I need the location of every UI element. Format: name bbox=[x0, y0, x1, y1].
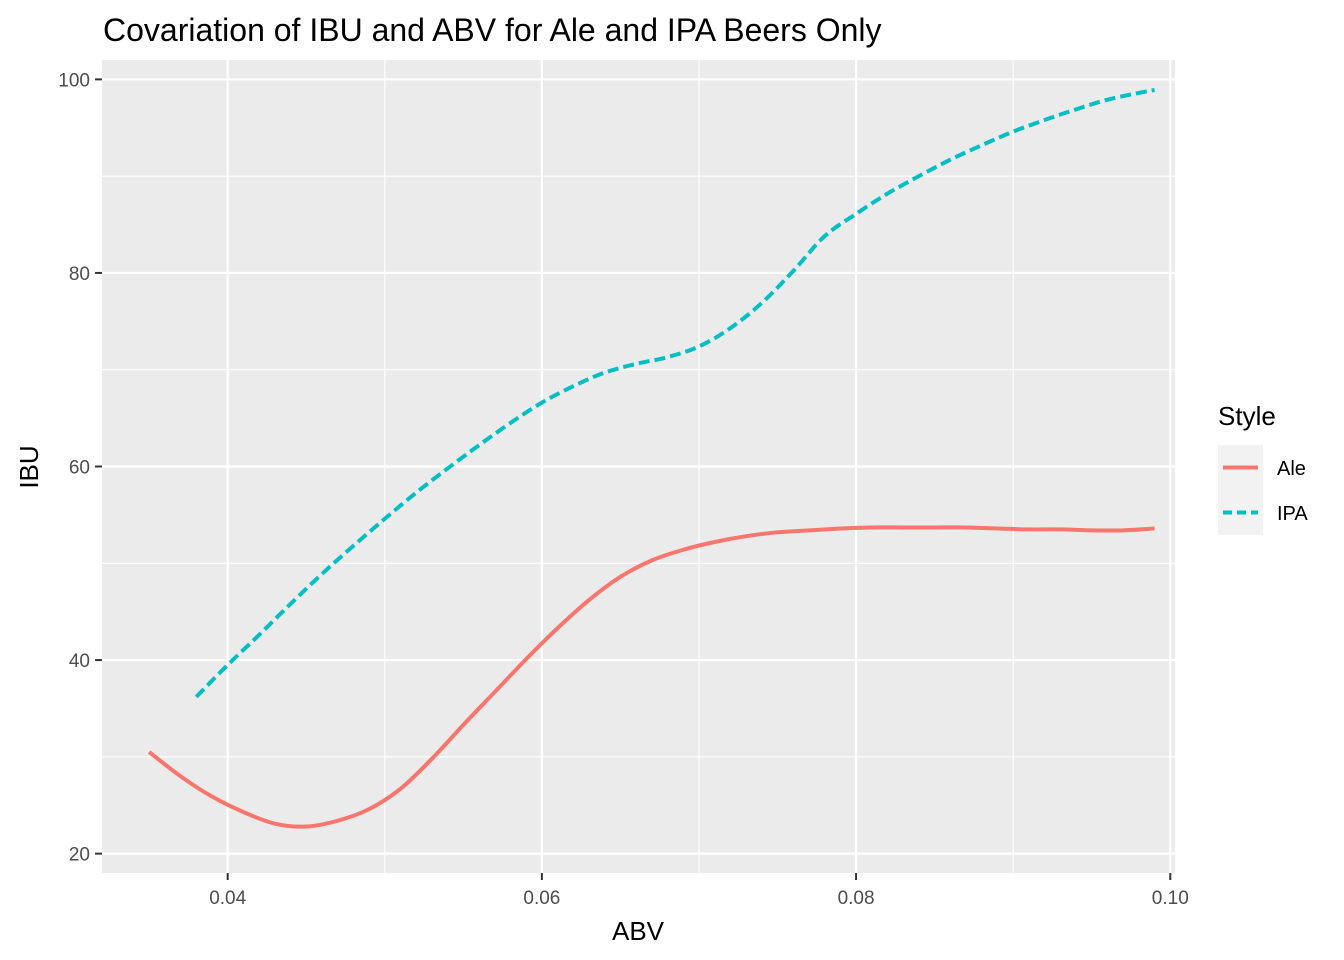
x-tick-labels: 0.04 0.06 0.08 0.10 bbox=[209, 888, 1189, 909]
legend-label-ipa: IPA bbox=[1277, 503, 1308, 525]
legend-items: Ale IPA bbox=[1218, 445, 1308, 535]
y-tick-label: 60 bbox=[69, 458, 90, 479]
legend: Style Ale IPA bbox=[1218, 401, 1308, 535]
legend-label-ale: Ale bbox=[1277, 458, 1306, 480]
y-tick-label: 20 bbox=[69, 845, 90, 866]
series-layer bbox=[147, 88, 1155, 829]
y-axis-title: IBU bbox=[14, 445, 44, 488]
chart-title: Covariation of IBU and ABV for Ale and I… bbox=[103, 12, 882, 48]
series-line-ale bbox=[147, 525, 1155, 829]
legend-title: Style bbox=[1218, 401, 1276, 431]
y-tick-label: 100 bbox=[58, 70, 90, 91]
x-tick-label: 0.04 bbox=[209, 888, 246, 909]
axis-ticks bbox=[95, 78, 1172, 880]
y-tick-label: 80 bbox=[69, 264, 90, 285]
x-tick-label: 0.10 bbox=[1152, 888, 1189, 909]
x-tick-label: 0.08 bbox=[838, 888, 875, 909]
x-tick-label: 0.06 bbox=[523, 888, 560, 909]
y-tick-label: 40 bbox=[69, 651, 90, 672]
major-gridlines bbox=[102, 60, 1175, 873]
x-axis-title: ABV bbox=[612, 916, 665, 946]
y-tick-labels: 20 40 60 80 100 bbox=[58, 70, 90, 865]
